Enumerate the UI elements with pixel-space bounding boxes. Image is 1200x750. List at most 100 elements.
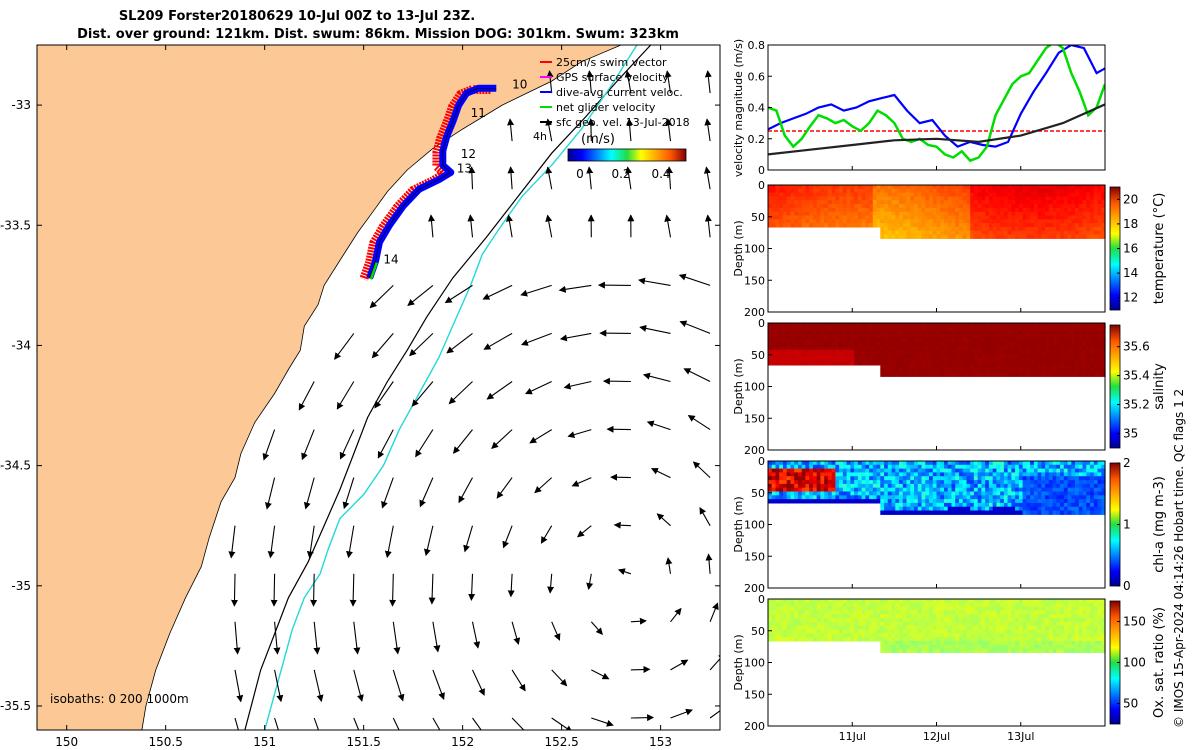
- section-cell: [1060, 200, 1064, 204]
- section-cell: [1049, 599, 1053, 603]
- section-cell: [828, 350, 832, 354]
- section-cell: [1083, 637, 1087, 641]
- section-cell: [835, 492, 839, 496]
- section-cell: [1086, 499, 1090, 503]
- section-cell: [948, 200, 952, 204]
- section-cell: [1026, 354, 1030, 358]
- section-cell: [1053, 469, 1057, 473]
- section-cell: [884, 365, 888, 369]
- section-cell: [843, 499, 847, 503]
- section-cell: [1011, 185, 1015, 189]
- section-cell: [989, 231, 993, 235]
- section-cell: [877, 219, 881, 223]
- section-cell: [809, 212, 813, 216]
- section-cell: [907, 610, 911, 614]
- section-cell: [1098, 350, 1102, 354]
- section-cell: [925, 465, 929, 469]
- section-cell: [974, 599, 978, 603]
- section-cell: [996, 350, 1000, 354]
- section-cell: [880, 637, 884, 641]
- section-cell: [892, 346, 896, 350]
- section-cell: [877, 196, 881, 200]
- section-cell: [1041, 200, 1045, 204]
- section-cell: [989, 633, 993, 637]
- section-cell: [1086, 637, 1090, 641]
- section-cell: [888, 645, 892, 649]
- section-cell: [1071, 511, 1075, 515]
- section-cell: [1004, 469, 1008, 473]
- section-cell: [839, 323, 843, 327]
- section-cell: [779, 334, 783, 338]
- section-cell: [903, 626, 907, 630]
- section-cell: [1068, 503, 1072, 507]
- section-cell: [880, 614, 884, 618]
- section-cell: [933, 637, 937, 641]
- section-cell: [1086, 231, 1090, 235]
- section-cell: [779, 461, 783, 465]
- section-cell: [888, 503, 892, 507]
- section-cell: [1053, 342, 1057, 346]
- section-cell: [1060, 342, 1064, 346]
- section-cell: [1071, 645, 1075, 649]
- section-cell: [805, 346, 809, 350]
- section-cell: [791, 618, 795, 622]
- section-cell: [813, 189, 817, 193]
- section-cell: [981, 622, 985, 626]
- section-cell: [944, 323, 948, 327]
- section-cell: [1004, 633, 1008, 637]
- section-cell: [843, 216, 847, 220]
- section-cell: [884, 469, 888, 473]
- section-cell: [952, 614, 956, 618]
- section-cell: [798, 189, 802, 193]
- section-cell: [1079, 488, 1083, 492]
- section-cell: [996, 649, 1000, 653]
- section-cell: [907, 369, 911, 373]
- section-cell: [974, 223, 978, 227]
- section-cell: [944, 618, 948, 622]
- section-cell: [967, 369, 971, 373]
- section-cell: [1041, 488, 1045, 492]
- section-cell: [884, 235, 888, 239]
- section-cell: [888, 208, 892, 212]
- section-cell: [952, 610, 956, 614]
- section-cell: [967, 208, 971, 212]
- section-cell: [1071, 618, 1075, 622]
- section-cell: [888, 189, 892, 193]
- section-cell: [862, 212, 866, 216]
- section-cell: [839, 637, 843, 641]
- section-cell: [1064, 189, 1068, 193]
- section-cell: [1090, 216, 1094, 220]
- section-cell: [1000, 499, 1004, 503]
- section-cell: [937, 346, 941, 350]
- section-cell: [899, 327, 903, 331]
- section-cell: [907, 346, 911, 350]
- section-cell: [776, 185, 780, 189]
- section-cell: [1056, 465, 1060, 469]
- section-cell: [794, 622, 798, 626]
- section-ytick-label: 0: [758, 455, 765, 468]
- section-cell: [843, 461, 847, 465]
- section-cell: [978, 204, 982, 208]
- section-cell: [1053, 511, 1057, 515]
- section-cell: [880, 488, 884, 492]
- section-cell: [940, 469, 944, 473]
- velocity-ytick-label: 0.4: [748, 102, 766, 115]
- section-cell: [955, 645, 959, 649]
- section-cell: [970, 200, 974, 204]
- section-cell: [963, 227, 967, 231]
- section-cell: [802, 476, 806, 480]
- section-cell: [1015, 469, 1019, 473]
- section-cell: [1026, 649, 1030, 653]
- section-cell: [944, 227, 948, 231]
- section-cell: [974, 369, 978, 373]
- section-cell: [1083, 350, 1087, 354]
- section-cell: [794, 327, 798, 331]
- section-cell: [1004, 503, 1008, 507]
- legend-entry-gps: GPS surface velocity: [556, 71, 669, 84]
- section-cell: [839, 185, 843, 189]
- section-cell: [1034, 480, 1038, 484]
- section-cell: [802, 633, 806, 637]
- section-cell: [907, 334, 911, 338]
- section-cell: [1049, 626, 1053, 630]
- section-cell: [1019, 208, 1023, 212]
